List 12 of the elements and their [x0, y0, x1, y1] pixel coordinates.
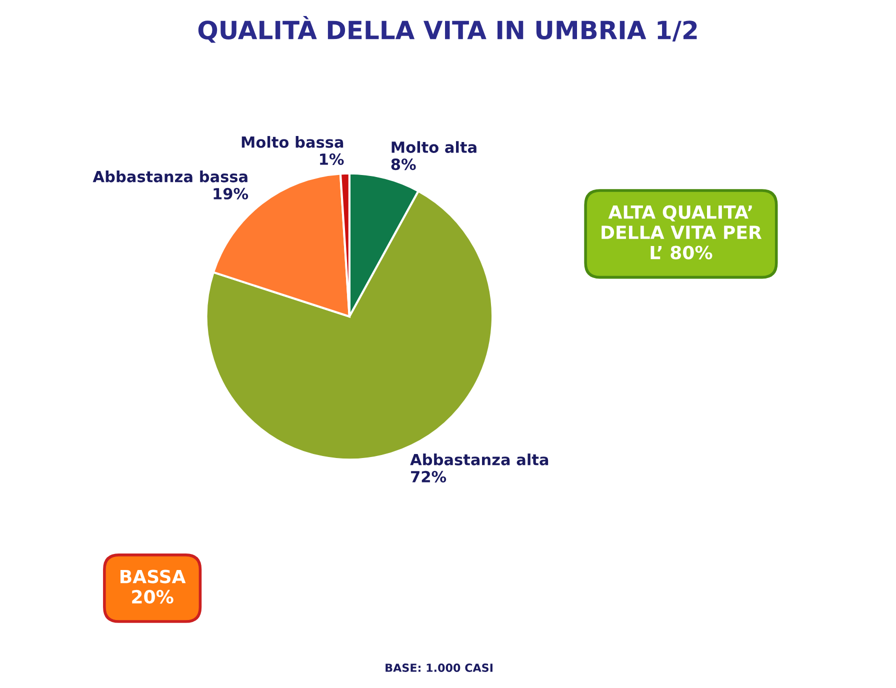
chart-title: QUALITÀ DELLA VITA IN UMBRIA 1/2: [198, 16, 697, 43]
text: ALTA QUALITA’ DELLA VITA PER L’ 80%: [602, 205, 762, 260]
slice-label: Molto alta: [392, 141, 476, 153]
slice-label: Abbastanza alta: [410, 454, 548, 466]
data-label: 19%: [214, 188, 248, 200]
slice-label: Molto bassa: [242, 136, 344, 148]
slice-label: Abbastanza bassa: [92, 170, 248, 182]
data-label: 72%: [411, 470, 446, 482]
data-label: 8%: [391, 158, 416, 170]
text: BASSA 20%: [120, 570, 186, 604]
data-label: 1%: [320, 153, 344, 165]
text: BASE: 1.000 CASI: [386, 664, 492, 672]
